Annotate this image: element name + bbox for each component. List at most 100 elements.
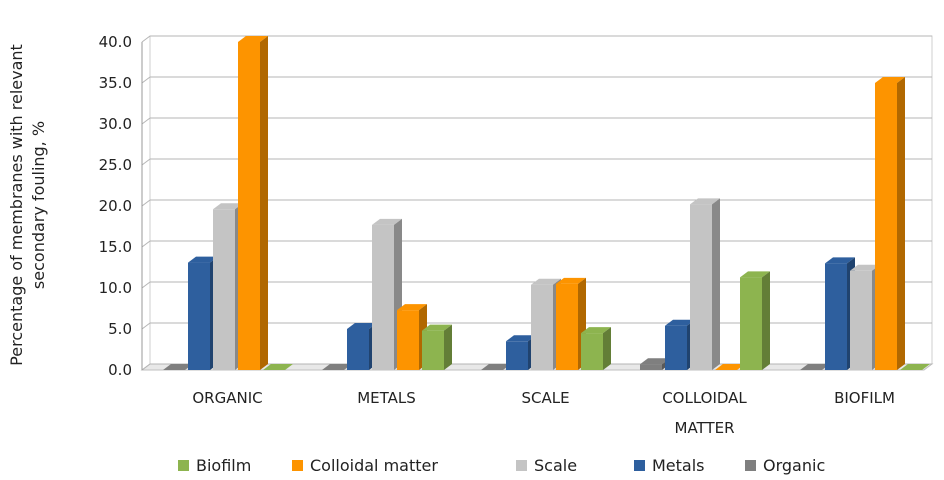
bar-front [531,284,553,370]
y-tick-label: 5.0 [108,320,132,338]
category-label: BIOFILM [834,389,895,407]
bar [800,364,830,371]
bar-front [213,209,235,370]
bar-top [422,324,452,331]
bar-top [531,278,561,285]
category-label: ORGANIC [192,389,262,407]
bar-top [640,358,670,365]
legend-item: Biofilm [178,456,251,475]
bar-side [603,327,611,370]
category-group [800,77,930,371]
bar-top [850,264,880,271]
bar-front [665,325,687,370]
category-group [640,198,770,371]
bar-top [213,203,243,210]
y-tick-label: 10.0 [99,279,132,297]
legend-swatch [292,460,303,471]
legend-item: Organic [745,456,825,475]
bar [422,324,452,370]
legend-swatch [634,460,645,471]
gridline-side [141,281,151,289]
labels-layer: 0.0 5.0 10.0 15.0 20.0 25.0 30.0 35.0 40.0 ORGANI… [99,33,895,437]
bar [481,364,511,371]
y-tick-label: 30.0 [99,115,132,133]
bar [900,364,930,371]
bar [238,36,268,370]
bar-top [556,277,586,284]
legend: Biofilm Colloidal matter Scale Metals Organi… [178,456,825,475]
bar-top [690,198,720,205]
y-tick-label: 0.0 [108,361,132,379]
bar [740,271,770,370]
y-tick-label: 25.0 [99,156,132,174]
category-group [481,277,611,371]
bar [163,364,193,371]
gridline-side [141,117,151,125]
gridline-side [141,76,151,84]
bar-front [422,330,444,370]
legend-swatch [516,460,527,471]
bar-top [322,364,352,370]
legend-item: Scale [516,456,577,475]
bar-front [506,341,528,370]
bar [715,364,745,371]
y-axis-title: Percentage of membranes with relevant se… [7,44,48,366]
category-label: METALS [357,389,416,407]
legend-item: Colloidal matter [292,456,438,475]
y-tick-label: 40.0 [99,33,132,51]
category-label: SCALE [521,389,569,407]
bar-top [825,257,855,264]
gridline-side [141,158,151,166]
legend-label: Scale [534,456,577,475]
bar-front [740,277,762,370]
bar-front [690,204,712,370]
y-tick-label: 15.0 [99,238,132,256]
bar-front [850,270,872,370]
legend-item: Metals [634,456,705,475]
category-label: COLLOIDAL [662,389,747,407]
legend-label: Organic [763,456,825,475]
legend-swatch [745,460,756,471]
category-group [163,36,293,371]
bar-front [556,283,578,370]
bar [875,77,905,370]
y-axis-title-line-2: secondary fouling, % [29,121,48,289]
bar-top [347,323,377,329]
category-label: MATTER [675,419,735,437]
bar-front [581,333,603,370]
bar-top [875,77,905,83]
bar-front [875,83,897,370]
bar-front [640,364,662,370]
bars-layer [163,36,930,371]
gridline-side [141,363,151,371]
bar-front [397,310,419,370]
legend-label: Biofilm [196,456,251,475]
legend-label: Metals [652,456,705,475]
bar-top [188,256,218,263]
category-group [322,218,452,371]
bar-top [740,271,770,278]
bar-top [715,364,745,370]
bar-top [481,364,511,370]
bar [322,364,352,371]
bar-top [397,304,427,311]
gridline-side [141,199,151,207]
bar-top [238,36,268,42]
bar-front [238,42,260,370]
bar-side [260,36,268,370]
gridline-side [141,322,151,330]
bar-front [188,262,210,370]
bar-front [372,224,394,370]
bar-side [444,324,452,370]
y-tick-label: 20.0 [99,197,132,215]
bar-side [762,271,770,370]
grid-layer [140,35,934,371]
gridline-side [141,35,151,43]
bar-top [163,364,193,370]
legend-swatch [178,460,189,471]
bar [581,327,611,370]
bar-top [800,364,830,370]
bar-side [712,198,720,370]
bar-top [372,218,402,225]
